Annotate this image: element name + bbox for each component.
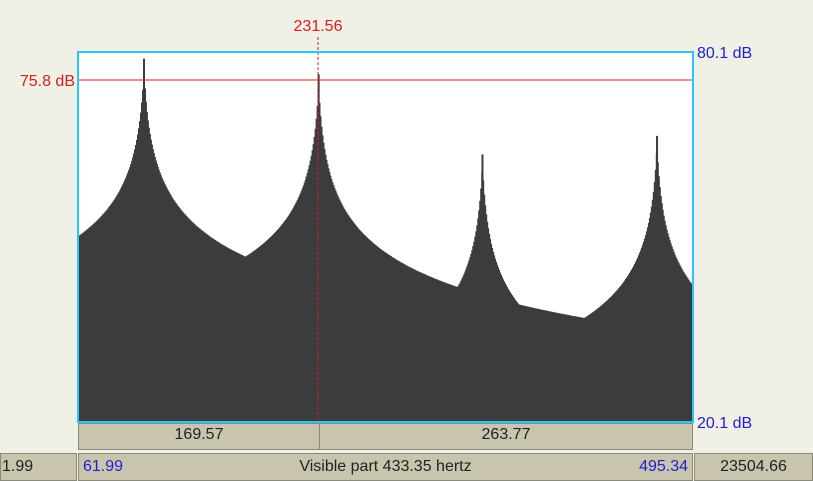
interval-left-segment[interactable]: 169.57 [79, 424, 320, 449]
status-visible-start: 61.99 [83, 458, 124, 475]
plot-frame [77, 51, 694, 423]
interval-bar: 169.57 263.77 [78, 423, 693, 450]
axis-top-db-label: 80.1 dB [697, 45, 752, 62]
status-right-total: 23504.66 [720, 458, 787, 475]
status-visible-segment[interactable]: 61.99 Visible part 433.35 hertz 495.34 [78, 453, 693, 481]
cursor-frequency-label: 231.56 [294, 18, 343, 35]
status-left-edge: 1.99 [2, 458, 34, 475]
interval-right-segment[interactable]: 263.77 [320, 424, 692, 449]
axis-bottom-db-label: 20.1 dB [697, 415, 752, 432]
status-right-segment[interactable]: 23504.66 [694, 453, 813, 481]
cursor-level-label: 75.8 dB [20, 73, 75, 90]
status-visible-text: Visible part 433.35 hertz [299, 458, 472, 475]
status-left-segment[interactable]: 1.99 [0, 453, 77, 481]
status-visible-end: 495.34 [639, 458, 688, 475]
interval-right-label: 263.77 [481, 426, 531, 443]
interval-left-label: 169.57 [174, 426, 224, 443]
